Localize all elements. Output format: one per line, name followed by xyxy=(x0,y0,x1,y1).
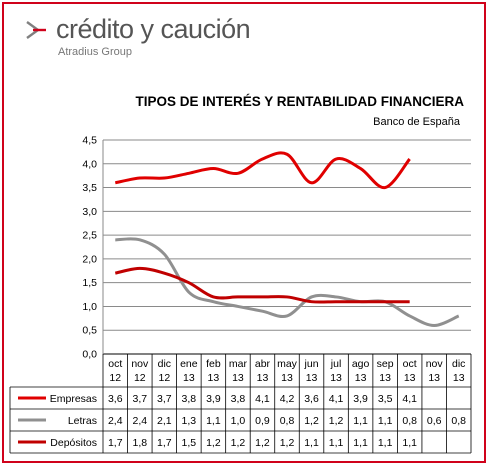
chart-frame xyxy=(2,2,486,463)
data-label: 1,7 xyxy=(157,437,172,449)
data-label: 0,8 xyxy=(280,415,295,427)
y-tick-label: 0,5 xyxy=(82,325,97,337)
x-tick-label: nov xyxy=(426,358,444,370)
x-tick-label: nov xyxy=(131,358,149,370)
data-label: 2,4 xyxy=(132,415,147,427)
x-tick-label: jul xyxy=(330,358,342,370)
brand-subtitle: Atradius Group xyxy=(58,46,132,58)
y-tick-label: 1,0 xyxy=(82,301,97,313)
data-label: 3,7 xyxy=(132,393,147,405)
x-tick-label: jun xyxy=(304,358,319,370)
legend-label: Letras xyxy=(68,415,97,427)
data-label: 1,1 xyxy=(304,437,319,449)
x-tick-label: 13 xyxy=(306,372,318,384)
data-label: 1,0 xyxy=(231,415,246,427)
data-label: 3,8 xyxy=(182,393,197,405)
x-tick-label: feb xyxy=(206,358,221,370)
data-label: 4,1 xyxy=(329,393,344,405)
x-tick-label: may xyxy=(277,358,298,370)
data-label: 1,5 xyxy=(182,437,197,449)
data-label: 0,8 xyxy=(402,415,417,427)
data-label: 0,6 xyxy=(427,415,442,427)
x-tick-label: ago xyxy=(352,358,370,370)
data-label: 1,1 xyxy=(206,415,221,427)
data-label: 1,1 xyxy=(378,437,393,449)
x-tick-label: dic xyxy=(158,358,171,370)
y-tick-label: 3,5 xyxy=(82,182,97,194)
x-tick-label: 13 xyxy=(257,372,269,384)
data-label: 1,7 xyxy=(108,437,123,449)
x-tick-label: 13 xyxy=(428,372,440,384)
data-label: 3,6 xyxy=(108,393,123,405)
data-label: 1,1 xyxy=(353,415,368,427)
data-label: 1,2 xyxy=(329,415,344,427)
x-tick-label: sep xyxy=(377,358,394,370)
data-label: 1,3 xyxy=(182,415,197,427)
data-label: 3,6 xyxy=(304,393,319,405)
data-label: 3,8 xyxy=(231,393,246,405)
chart-title: TIPOS DE INTERÉS Y RENTABILIDAD FINANCIE… xyxy=(135,94,464,109)
x-tick-label: 13 xyxy=(379,372,391,384)
series-line-letras xyxy=(115,237,460,327)
data-label: 3,9 xyxy=(353,393,368,405)
x-tick-label: 12 xyxy=(134,372,146,384)
x-tick-label: dic xyxy=(452,358,465,370)
data-label: 1,8 xyxy=(132,437,147,449)
y-tick-label: 2,5 xyxy=(82,230,97,242)
data-label: 1,2 xyxy=(231,437,246,449)
data-label: 2,4 xyxy=(108,415,123,427)
x-tick-label: 13 xyxy=(281,372,293,384)
y-tick-label: 3,0 xyxy=(82,206,97,218)
legend-label: Depósitos xyxy=(50,437,97,449)
data-label: 0,8 xyxy=(451,415,466,427)
data-label: 4,1 xyxy=(402,393,417,405)
x-tick-label: oct xyxy=(403,358,417,370)
x-tick-label: abr xyxy=(255,358,271,370)
y-tick-label: 2,0 xyxy=(82,253,97,265)
legend-label: Empresas xyxy=(50,393,97,405)
brand-name: crédito y caución xyxy=(56,14,251,44)
x-tick-label: 13 xyxy=(232,372,244,384)
x-tick-label: 13 xyxy=(453,372,465,384)
x-tick-label: 13 xyxy=(355,372,367,384)
chart-source: Banco de España xyxy=(373,116,460,128)
y-tick-label: 4,5 xyxy=(82,135,97,147)
x-tick-label: ene xyxy=(180,358,198,370)
data-label: 4,2 xyxy=(280,393,295,405)
x-tick-label: 13 xyxy=(330,372,342,384)
data-label: 1,2 xyxy=(255,437,270,449)
x-tick-label: 13 xyxy=(208,372,220,384)
brand-mark-icon xyxy=(26,21,46,39)
data-label: 1,2 xyxy=(206,437,221,449)
x-tick-label: 12 xyxy=(109,372,121,384)
data-label: 4,1 xyxy=(255,393,270,405)
data-label: 1,2 xyxy=(304,415,319,427)
data-label: 3,9 xyxy=(206,393,221,405)
data-label: 3,5 xyxy=(378,393,393,405)
x-tick-label: 13 xyxy=(183,372,195,384)
y-tick-label: 0,0 xyxy=(82,349,97,361)
x-tick-label: oct xyxy=(108,358,122,370)
data-label: 0,9 xyxy=(255,415,270,427)
y-tick-label: 4,0 xyxy=(82,158,97,170)
data-label: 1,2 xyxy=(280,437,295,449)
data-label: 1,1 xyxy=(353,437,368,449)
y-tick-label: 1,5 xyxy=(82,277,97,289)
data-label: 3,7 xyxy=(157,393,172,405)
series-line-depósitos xyxy=(114,266,410,304)
data-label: 2,1 xyxy=(157,415,172,427)
x-tick-label: 13 xyxy=(404,372,416,384)
x-tick-label: 12 xyxy=(158,372,170,384)
x-tick-label: mar xyxy=(229,358,248,370)
data-label: 1,1 xyxy=(402,437,417,449)
series-line-empresas xyxy=(114,151,411,190)
data-label: 1,1 xyxy=(378,415,393,427)
data-label: 1,1 xyxy=(329,437,344,449)
